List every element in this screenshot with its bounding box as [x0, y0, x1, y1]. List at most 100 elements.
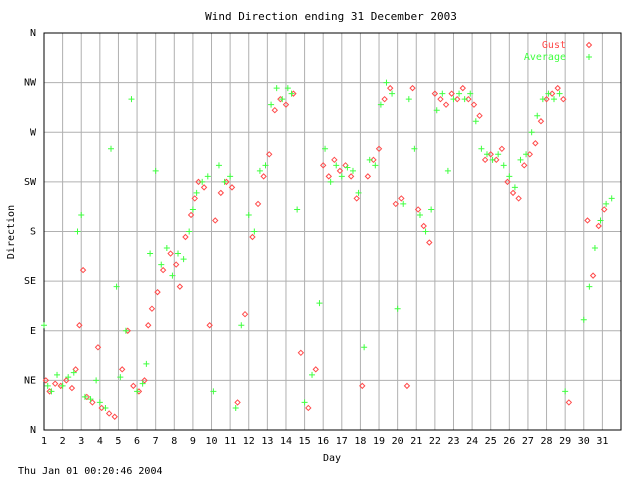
x-tick-label: 19 — [373, 436, 385, 447]
average-point — [597, 217, 604, 224]
gust-point — [437, 95, 444, 103]
x-tick-label: 30 — [578, 436, 590, 447]
average-point — [333, 162, 340, 169]
gust-point — [481, 156, 489, 164]
gust-point — [42, 377, 50, 384]
gust-point — [249, 233, 256, 241]
average-point — [483, 151, 490, 158]
average-point — [186, 228, 193, 235]
gust-point — [148, 305, 156, 312]
average-point — [227, 173, 234, 180]
average-point — [400, 200, 407, 207]
average-point — [366, 156, 373, 163]
average-point — [517, 156, 524, 163]
x-tick-label: 31 — [596, 436, 608, 447]
average-point — [586, 283, 593, 290]
x-tick-label: 20 — [392, 436, 404, 447]
plot-frame — [43, 32, 622, 431]
average-point — [199, 178, 206, 185]
gust-point — [420, 222, 427, 230]
average-point — [461, 96, 468, 103]
average-point — [210, 388, 217, 395]
average-point — [81, 393, 88, 400]
gust-point — [453, 95, 461, 103]
average-point — [506, 173, 513, 180]
average-point — [511, 184, 518, 191]
gust-point — [98, 404, 105, 412]
gust-point — [414, 206, 422, 213]
average-point — [54, 371, 61, 378]
gust-point — [305, 404, 312, 412]
gust-point — [319, 162, 327, 169]
gust-point — [504, 178, 511, 186]
gust-point — [403, 382, 411, 390]
average-point — [108, 145, 115, 152]
gust-point — [325, 173, 332, 180]
average-point — [327, 178, 334, 185]
gust-point — [509, 189, 517, 197]
gust-point — [515, 195, 522, 202]
average-point — [550, 96, 557, 103]
average-point — [256, 167, 263, 174]
gust-point — [206, 322, 213, 329]
y-tick-label: W — [30, 127, 37, 138]
average-point — [534, 112, 541, 119]
average-point — [361, 344, 368, 351]
gust-point — [68, 384, 76, 392]
gust-point — [409, 84, 416, 92]
y-tick-label: S — [30, 227, 36, 238]
average-point — [309, 371, 316, 378]
x-tick-label: 1 — [41, 436, 47, 447]
average-point — [262, 162, 269, 169]
x-tick-label: 25 — [485, 436, 497, 447]
x-tick-label: 10 — [205, 436, 217, 447]
x-tick-label: 27 — [522, 436, 534, 447]
gust-point — [195, 178, 202, 186]
average-point — [377, 101, 384, 108]
gust-point — [172, 261, 180, 268]
gust-point — [336, 167, 344, 175]
average-point — [232, 404, 239, 411]
gust-point — [470, 101, 478, 108]
gust-point — [51, 380, 59, 387]
gust-point — [601, 206, 608, 213]
average-point — [102, 404, 109, 411]
x-tick-label: 3 — [78, 436, 84, 447]
average-point — [273, 85, 280, 92]
average-point — [349, 167, 356, 174]
gust-point — [241, 311, 249, 318]
average-point — [147, 250, 154, 257]
average-point — [562, 388, 569, 395]
gust-point — [426, 239, 433, 246]
average-point — [389, 90, 396, 97]
gust-point — [465, 95, 472, 103]
x-tick-label: 15 — [299, 436, 311, 447]
gust-point — [565, 399, 573, 406]
gust-point — [487, 151, 494, 158]
x-tick-label: 16 — [317, 436, 329, 447]
x-tick-label: 8 — [171, 436, 177, 447]
footer-timestamp: Thu Jan 01 00:20:46 2004 — [18, 466, 163, 477]
gust-point — [359, 382, 366, 390]
gust-point — [493, 156, 500, 164]
data-points — [41, 79, 615, 420]
average-point — [322, 145, 329, 152]
average-point — [545, 90, 552, 97]
x-tick-label: 12 — [243, 436, 255, 447]
x-tick-label: 9 — [190, 436, 196, 447]
average-point — [472, 118, 479, 125]
x-tick-label: 13 — [261, 436, 273, 447]
gust-point — [118, 366, 126, 373]
gust-point — [154, 288, 161, 296]
gust-point — [282, 101, 290, 108]
x-tick-label: 29 — [559, 436, 571, 447]
y-tick-label: SW — [24, 177, 37, 188]
average-point — [500, 162, 507, 169]
gust-point — [105, 410, 113, 417]
x-tick-label: 24 — [466, 436, 478, 447]
average-point — [495, 151, 502, 158]
gust-point — [548, 90, 556, 97]
gust-point — [271, 106, 279, 114]
